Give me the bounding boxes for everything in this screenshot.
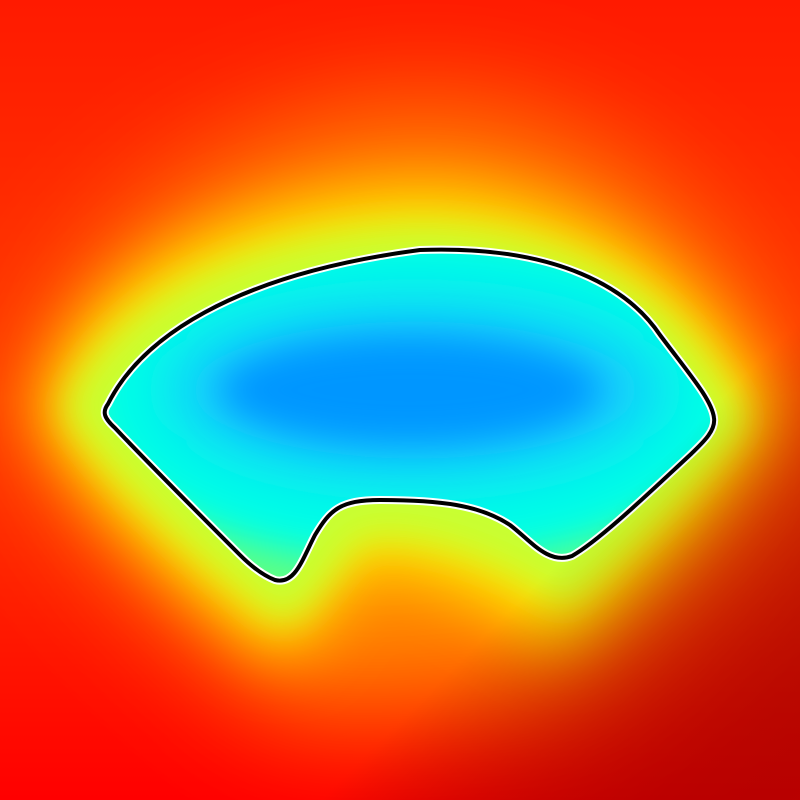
heatmap-canvas bbox=[0, 0, 800, 800]
distance-field-image bbox=[0, 0, 800, 800]
corner-shading bbox=[0, 0, 800, 800]
